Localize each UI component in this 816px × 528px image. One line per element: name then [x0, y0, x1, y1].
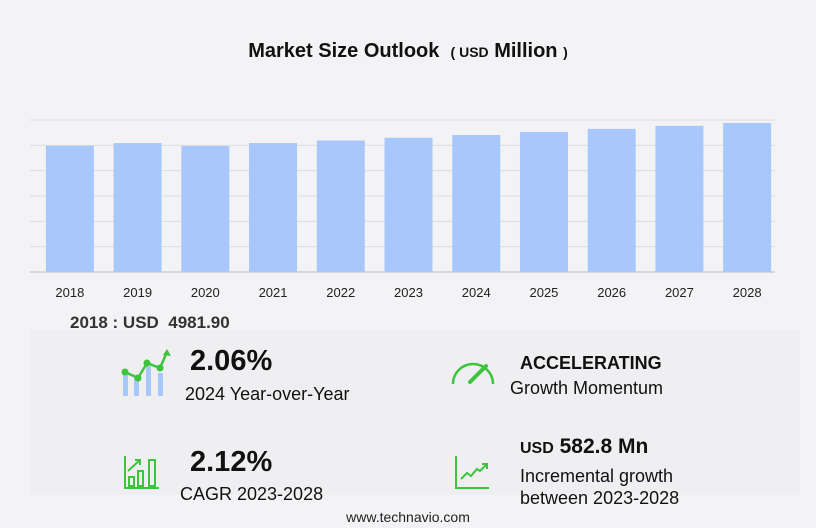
incremental-value: USD 582.8 Mn	[520, 435, 649, 458]
x-tick-label: 2020	[191, 285, 220, 300]
momentum-label: Growth Momentum	[510, 378, 664, 398]
x-tick-label: 2023	[394, 285, 423, 300]
cagr-value: 2.12%	[190, 446, 273, 478]
bar-2021	[249, 143, 298, 272]
bar-2027	[655, 125, 704, 273]
bar-2023	[384, 137, 433, 272]
bar-2022	[316, 140, 365, 272]
incremental-label-1: Incremental growth	[520, 466, 674, 486]
x-tick-label: 2024	[462, 285, 491, 300]
cagr-label: CAGR 2023-2028	[180, 484, 324, 504]
trend-line-icon	[455, 456, 489, 489]
yoy-label: 2024 Year-over-Year	[185, 384, 350, 404]
stats-panel	[30, 330, 800, 495]
momentum-value: ACCELERATING	[520, 353, 662, 373]
x-tick-label: 2022	[326, 285, 355, 300]
x-tick-label: 2026	[597, 285, 626, 300]
bar-2026	[587, 128, 636, 272]
bar-2019	[113, 143, 162, 272]
bar-2025	[519, 131, 568, 272]
growth-chart-icon	[121, 349, 171, 396]
bar-2018	[45, 145, 94, 272]
x-tick-label: 2027	[665, 285, 694, 300]
x-tick-label: 2019	[123, 285, 152, 300]
bar-growth-icon	[124, 456, 159, 489]
bar-chart: 2018 2019 2020 2021 2022 2023 2024 2025 2026 2027…	[30, 119, 775, 300]
chart-title: Market Size Outlook ( USD Million )	[248, 40, 568, 62]
x-tick-label: 2025	[529, 285, 558, 300]
base-year-value: 2018 : USD 4981.90	[70, 313, 230, 332]
speedometer-icon	[451, 362, 495, 385]
yoy-value: 2.06%	[190, 345, 273, 377]
x-tick-label: 2021	[259, 285, 288, 300]
bar-2020	[181, 145, 230, 272]
bar-2028	[723, 122, 772, 273]
incremental-label-2: between 2023-2028	[520, 488, 680, 508]
x-tick-label: 2018	[55, 285, 84, 300]
footer-url: www.technavio.com	[346, 509, 470, 525]
bar-2024	[452, 134, 501, 272]
x-tick-label: 2028	[733, 285, 762, 300]
